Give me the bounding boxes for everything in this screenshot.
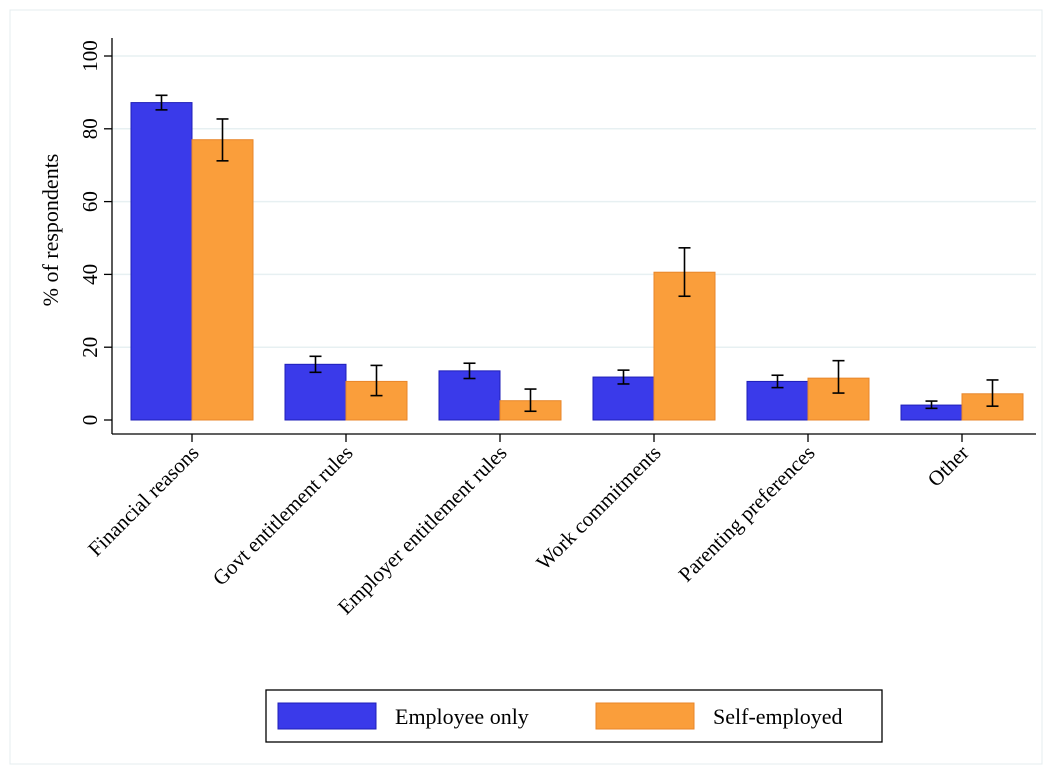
error-bar-self-employed-1: [370, 364, 383, 397]
error-bar-self-employed-5: [986, 379, 999, 407]
grid-lines: [112, 55, 1036, 348]
error-bar-employee-2: [463, 362, 476, 380]
legend-label-self-employed: Self-employed: [713, 704, 843, 729]
error-bar-self-employed-2: [524, 388, 537, 413]
error-bar-employee-4: [771, 374, 784, 389]
error-bar-employee-1: [309, 355, 322, 374]
y-tick-label: 20: [78, 337, 102, 358]
y-tick-label: 80: [78, 118, 102, 139]
y-tick-label: 100: [78, 40, 102, 72]
error-bar-employee-3: [617, 369, 630, 385]
legend-swatch-self-employed: [595, 702, 695, 730]
error-bar-employee-0: [155, 94, 168, 111]
bar-self-employed-0: [191, 139, 254, 421]
error-bar-employee-5: [925, 400, 938, 410]
bars: [130, 102, 1024, 421]
y-axis-title: % of respondents: [38, 154, 63, 307]
error-bar-self-employed-3: [678, 247, 691, 298]
y-tick-label: 40: [78, 264, 102, 285]
y-tick-label: 60: [78, 191, 102, 212]
legend: Employee only Self-employed: [265, 689, 883, 743]
y-tick-label: 0: [78, 415, 102, 426]
bar-employee-0: [130, 102, 193, 421]
legend-swatch-employee: [277, 702, 377, 730]
error-bar-self-employed-0: [216, 118, 229, 162]
error-bar-self-employed-4: [832, 359, 845, 394]
error-bars: [155, 94, 999, 413]
legend-label-employee: Employee only: [395, 704, 529, 729]
